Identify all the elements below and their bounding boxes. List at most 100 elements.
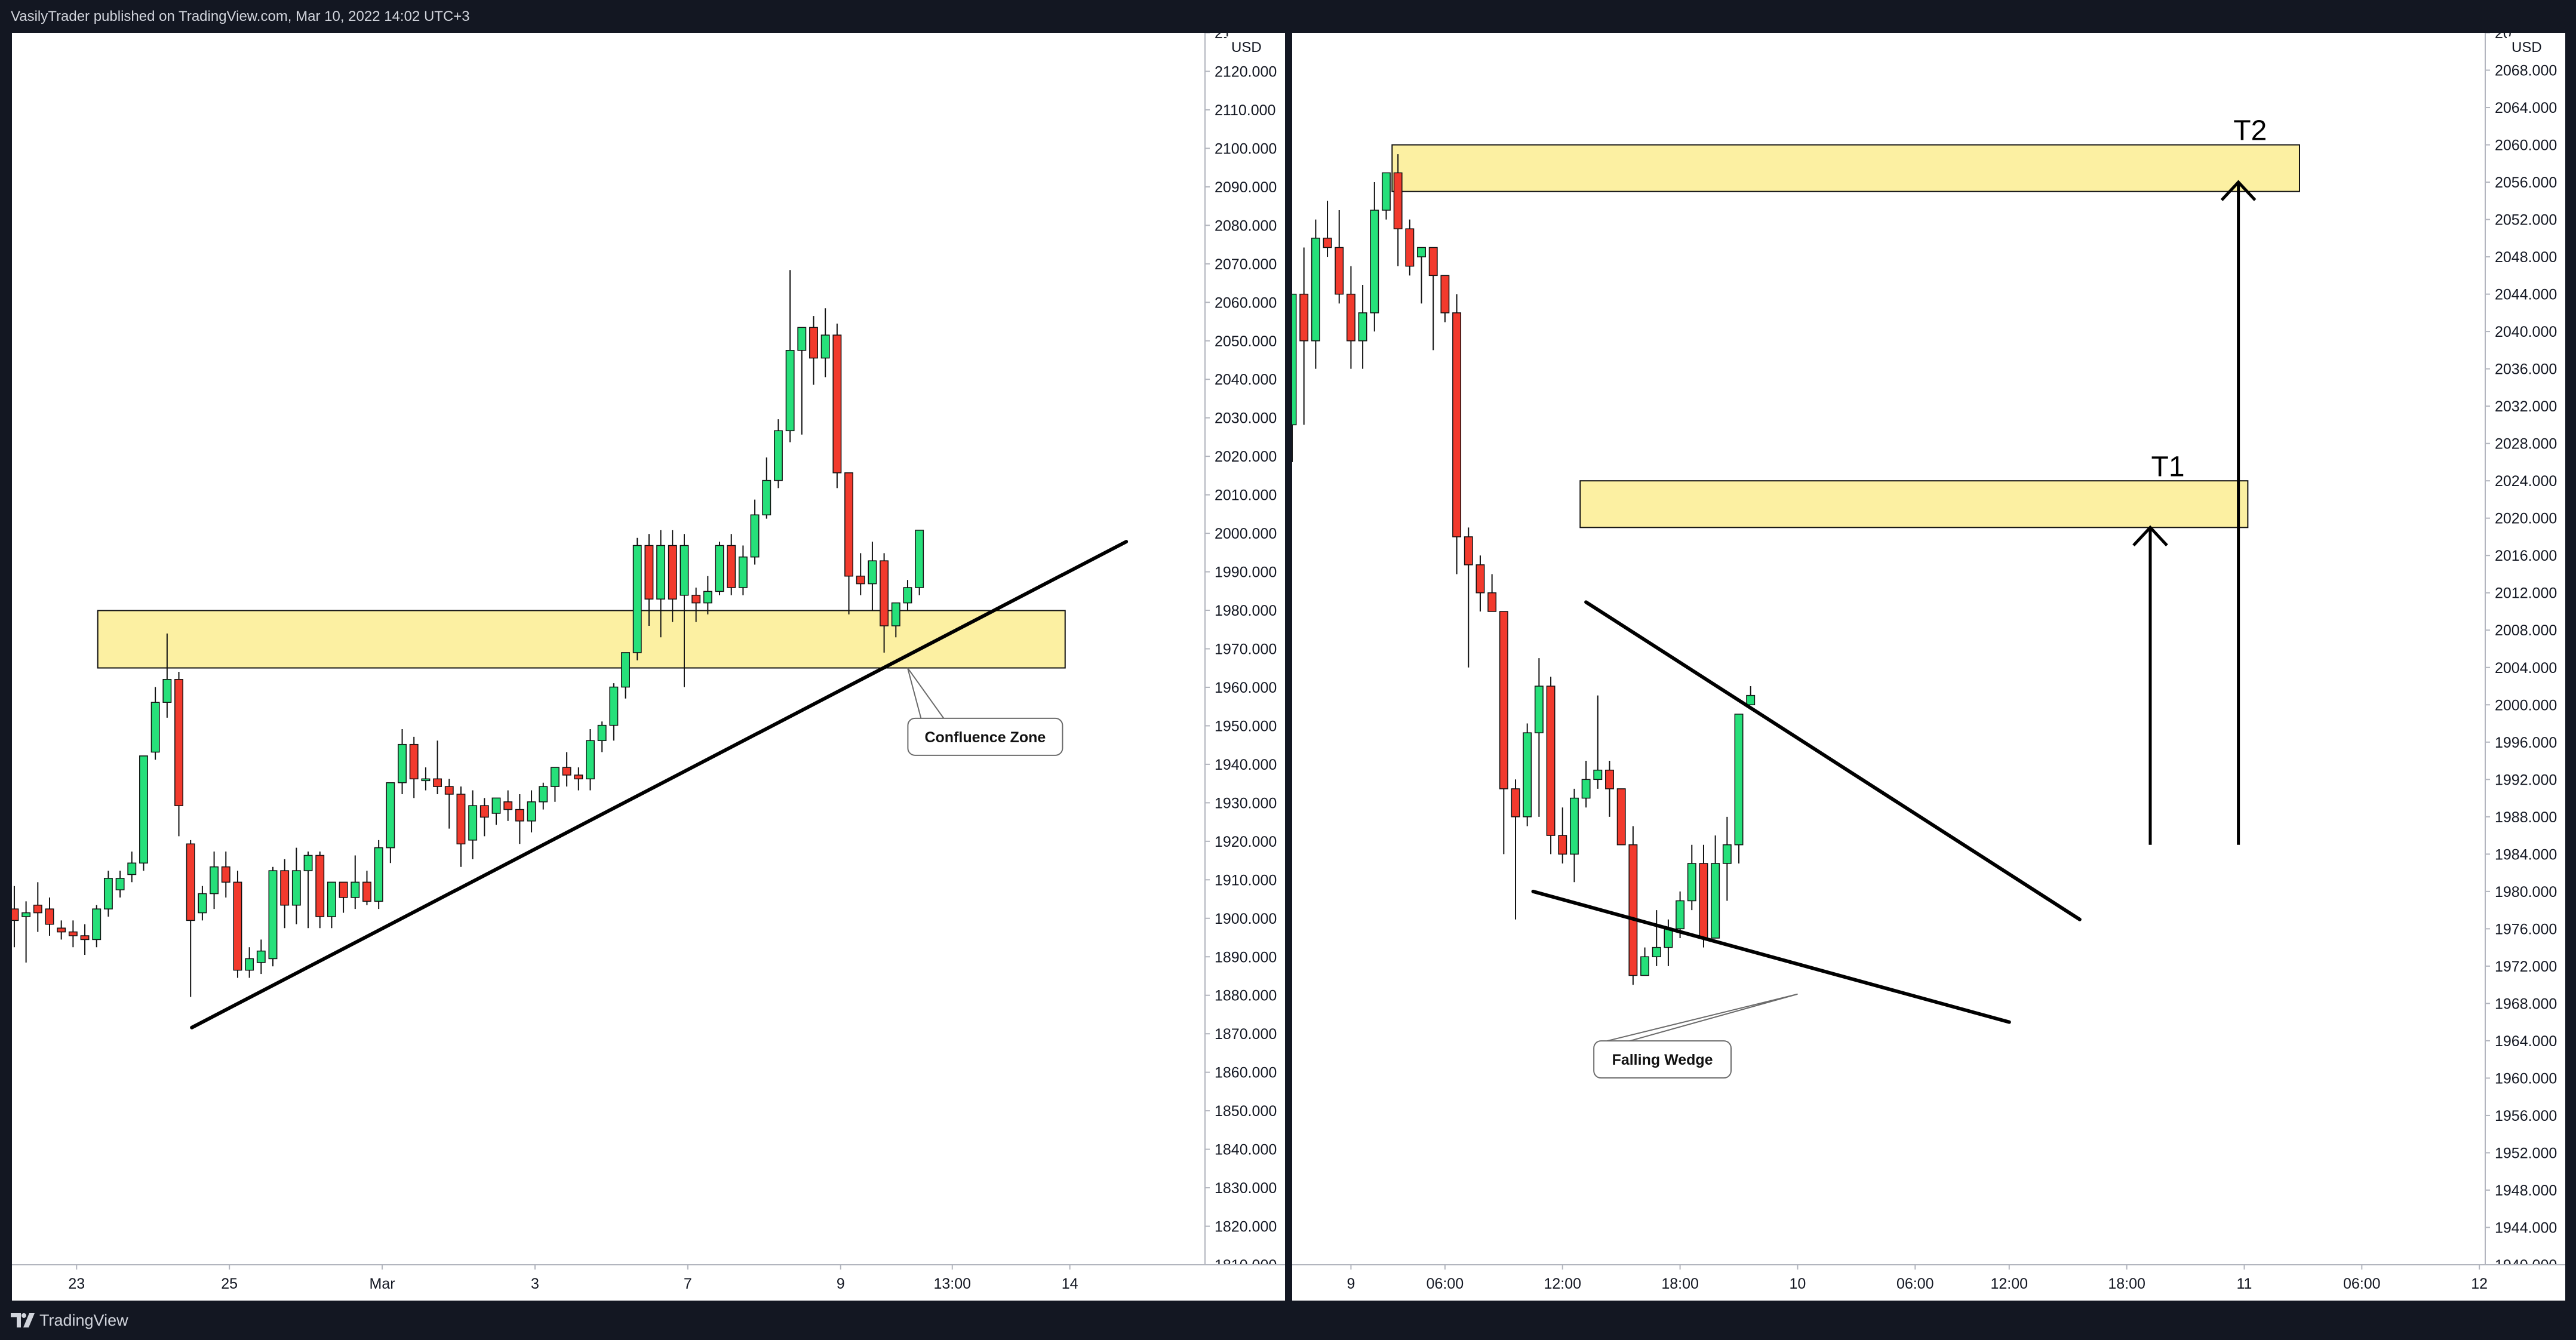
candle[interactable] [57,920,66,940]
candle[interactable] [1428,247,1438,351]
candle[interactable] [1382,172,1391,220]
candle[interactable] [139,755,148,871]
tradingview-brand[interactable]: TradingView [39,1311,128,1329]
candle[interactable] [327,881,336,929]
candle[interactable] [644,534,654,626]
candle[interactable] [21,901,31,963]
candle[interactable] [103,871,113,917]
candle[interactable] [1511,779,1520,920]
candle[interactable] [832,323,842,488]
candle[interactable] [479,798,489,837]
candle[interactable] [527,790,536,833]
candle[interactable] [468,790,478,859]
candle[interactable] [433,740,442,794]
candle[interactable] [844,472,853,614]
candle[interactable] [903,580,912,611]
candle[interactable] [80,924,90,955]
candle[interactable] [115,871,125,898]
candle[interactable] [386,782,395,863]
candle[interactable] [1546,677,1556,855]
candle[interactable] [1616,788,1626,846]
left-chart[interactable]: Confluence Zone 1810.0001820.0001830.0001… [12,33,1285,1301]
candle[interactable] [1558,807,1567,863]
candle[interactable] [1452,294,1462,574]
candle[interactable] [1711,835,1720,939]
candle[interactable] [762,457,771,519]
candle[interactable] [339,881,348,913]
candle[interactable] [421,767,431,791]
candle[interactable] [809,316,818,385]
candle[interactable] [1440,275,1450,322]
time-axis[interactable]: 9 06:00 12:00 18:00 10 06:00 12:00 18:00 11 06:00… [1292,1264,2565,1301]
candle[interactable] [597,721,607,752]
candle[interactable] [174,671,183,837]
candle[interactable] [703,576,712,614]
candle[interactable] [915,530,924,595]
candle[interactable] [668,530,677,622]
candle[interactable] [1640,947,1649,976]
candle[interactable] [210,852,219,909]
candle[interactable] [503,790,513,821]
candle[interactable] [1292,293,1297,462]
resistance-zone[interactable] [1579,480,2249,528]
candle[interactable] [1487,574,1497,612]
candle[interactable] [656,530,666,638]
candle[interactable] [891,602,900,638]
candle[interactable] [362,871,371,905]
candle[interactable] [491,797,501,825]
candle[interactable] [562,752,571,787]
candle[interactable] [409,736,419,798]
candle[interactable] [609,683,619,741]
candle[interactable] [1746,686,1756,706]
candle[interactable] [586,729,595,791]
candle[interactable] [785,270,795,442]
candle[interactable] [856,553,865,595]
candle[interactable] [1323,201,1332,257]
candle[interactable] [1311,219,1320,369]
trendline[interactable] [1584,600,2082,921]
candle[interactable] [1370,182,1379,332]
tradingview-logo-icon[interactable] [11,1312,35,1329]
candle[interactable] [1523,723,1532,826]
candle[interactable] [1475,555,1485,611]
candle[interactable] [398,729,407,794]
candle[interactable] [680,534,689,687]
candle[interactable] [1358,284,1367,369]
candle[interactable] [162,633,172,718]
candle[interactable] [1405,219,1415,276]
candle[interactable] [186,840,195,997]
candle[interactable] [1652,910,1661,966]
callout[interactable]: Confluence Zone [907,667,1063,756]
candle[interactable] [1393,154,1403,266]
candle[interactable] [291,847,301,924]
candle[interactable] [456,786,466,867]
candle[interactable] [1581,761,1591,808]
candle[interactable] [715,542,724,595]
candle[interactable] [268,866,278,967]
candle[interactable] [92,905,102,948]
candle[interactable] [1605,761,1614,817]
candle[interactable] [539,782,548,810]
candle[interactable] [256,939,266,975]
candle[interactable] [315,852,325,929]
candle[interactable] [820,308,830,377]
left-chart-panel[interactable]: Confluence Zone 1810.0001820.0001830.0001… [12,33,1285,1301]
price-axis[interactable]: 1810.0001820.0001830.0001840.0001850.000… [1204,33,1285,1301]
candle[interactable] [1417,247,1426,304]
candle[interactable] [1569,788,1579,883]
trendline[interactable] [1531,889,2011,1024]
candle[interactable] [303,852,313,929]
candle[interactable] [198,886,207,921]
candle[interactable] [632,537,642,660]
resistance-zone[interactable] [1391,144,2300,192]
candle[interactable] [1628,826,1638,985]
candle[interactable] [233,871,242,978]
candle[interactable] [727,534,736,595]
candle[interactable] [374,840,383,909]
candle[interactable] [444,779,454,829]
candle[interactable] [1722,816,1732,901]
resistance-zone[interactable] [97,610,1066,669]
target-arrow[interactable] [2220,180,2257,845]
candle[interactable] [1534,658,1544,817]
